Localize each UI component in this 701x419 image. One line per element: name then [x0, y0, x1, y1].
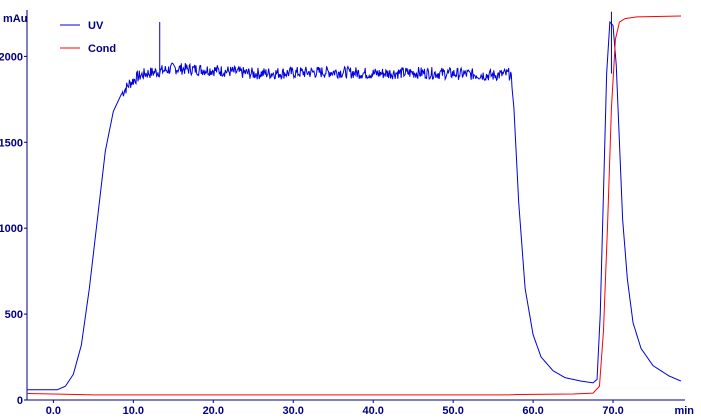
x-tick-label: 70.0: [602, 405, 623, 417]
legend: UV Cond: [60, 20, 116, 55]
y-tick-label: 500: [5, 309, 23, 321]
legend-label-cond: Cond: [88, 43, 116, 55]
axes-group: 0 500 1000 1500 2000 mAu 0.0 10.0 20.0 30.0 40.0 50…: [0, 10, 694, 417]
series-line-cond: [26, 15, 682, 396]
x-tick-label: 50.0: [442, 405, 463, 417]
x-tick-label: 0.0: [46, 405, 61, 417]
x-axis-label: min: [674, 405, 694, 417]
x-tick-label: 10.0: [123, 405, 144, 417]
y-tick-label: 0: [17, 395, 23, 407]
y-axis-label: mAu: [3, 13, 27, 25]
legend-label-uv: UV: [88, 20, 104, 32]
series-line-uv: [27, 20, 682, 391]
y-tick-label: 1000: [0, 223, 23, 235]
x-tick-label: 30.0: [283, 405, 304, 417]
x-tick-label: 40.0: [362, 405, 383, 417]
series-layer: [26, 11, 682, 396]
x-tick-label: 60.0: [522, 405, 543, 417]
x-tick-label: 20.0: [203, 405, 224, 417]
y-tick-label: 2000: [0, 51, 23, 63]
y-tick-label: 1500: [0, 137, 23, 149]
